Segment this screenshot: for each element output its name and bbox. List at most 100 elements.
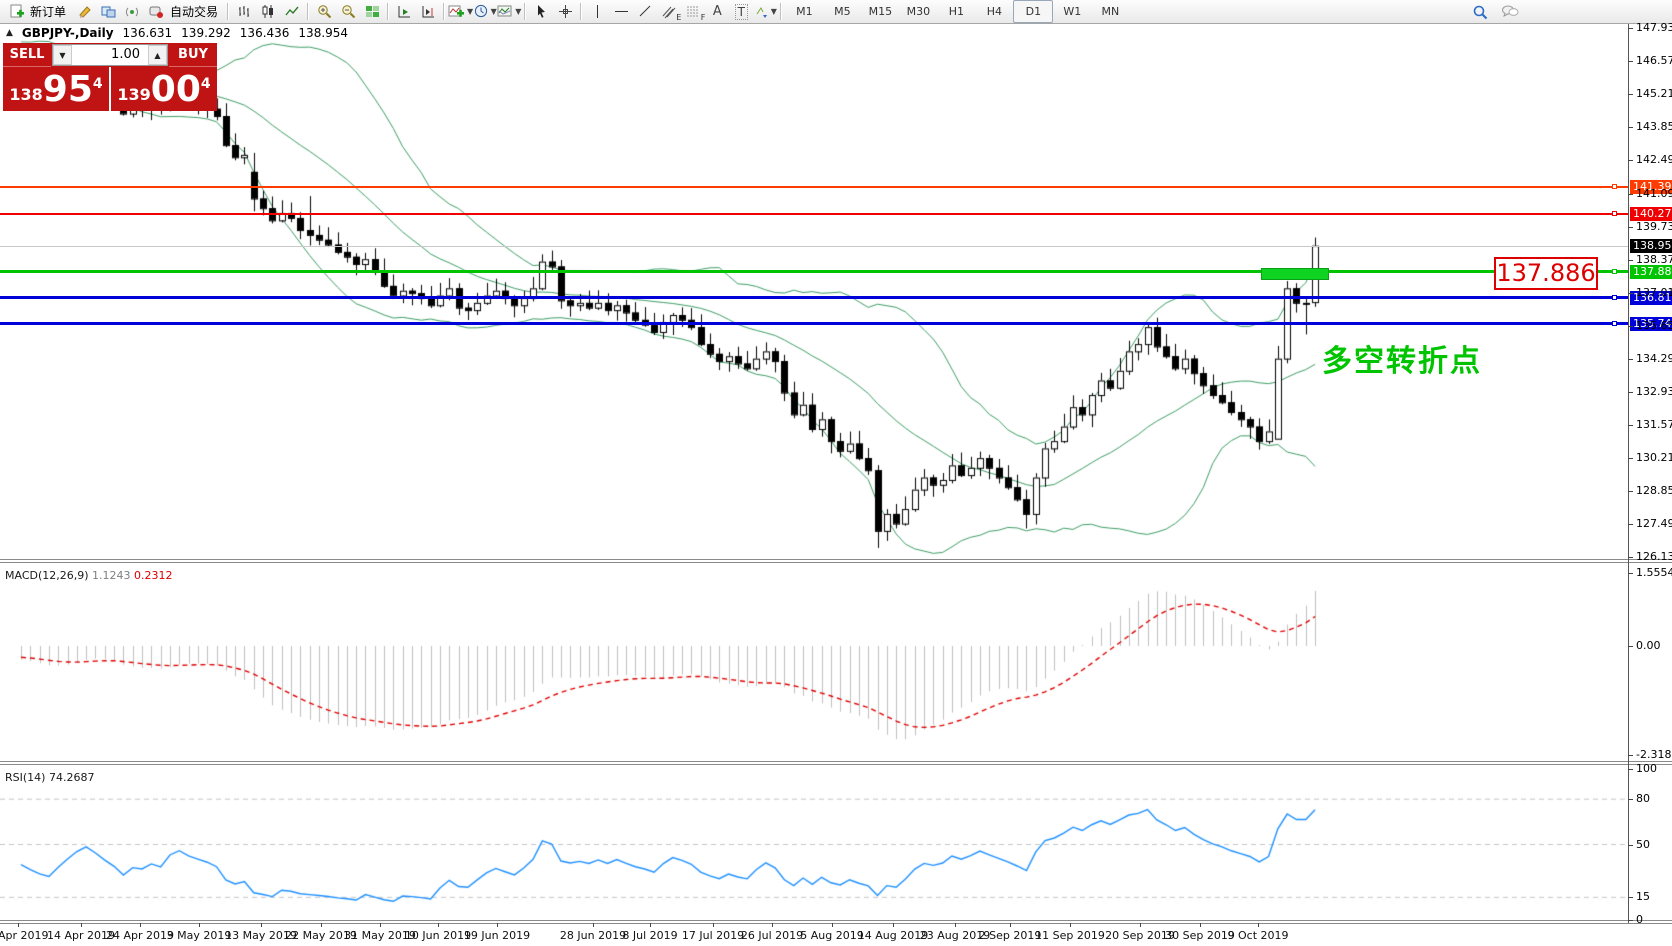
- price-tick-label: 146.570: [1636, 53, 1672, 67]
- fibonacci-icon[interactable]: F: [681, 1, 705, 22]
- chart-shift-icon[interactable]: [416, 1, 440, 22]
- search-icon[interactable]: [1468, 1, 1492, 22]
- chart-canvas[interactable]: [0, 24, 1628, 946]
- rsi-tick: [1628, 769, 1633, 770]
- autotrading-label[interactable]: 自动交易: [170, 5, 219, 19]
- toolbar-separator: [443, 3, 446, 20]
- timeframe-M15[interactable]: M15: [868, 5, 893, 18]
- date-tick: [18, 923, 19, 927]
- timeframe-H1[interactable]: H1: [948, 5, 964, 18]
- autotrading-icon[interactable]: [144, 1, 168, 22]
- line-handle[interactable]: [1612, 211, 1617, 217]
- date-tick: [81, 923, 82, 927]
- price-tick: [1628, 126, 1633, 128]
- toolbar-separator: [780, 3, 783, 20]
- toolbar-separator: [307, 3, 310, 20]
- line-handle[interactable]: [1612, 184, 1617, 190]
- price-tick-label: 142.490: [1636, 152, 1672, 166]
- sell-price[interactable]: 138 95 4: [3, 67, 111, 111]
- timeframe-M1[interactable]: M1: [796, 5, 813, 18]
- price-tick: [1628, 60, 1633, 62]
- axis-price-tag-138.954: 138.954: [1630, 238, 1672, 253]
- timeframe-M30[interactable]: M30: [906, 5, 931, 18]
- date-tick-label: 9 Oct 2019: [1227, 929, 1289, 942]
- equidistant-channel-icon[interactable]: E: [657, 1, 681, 22]
- bar-chart-icon[interactable]: [232, 1, 256, 22]
- line-handle[interactable]: [1612, 295, 1617, 301]
- sell-button[interactable]: SELL: [3, 43, 51, 67]
- buy-price[interactable]: 139 00 4: [117, 69, 211, 110]
- templates-icon[interactable]: ▼: [497, 1, 521, 22]
- volume-input[interactable]: 1.00: [111, 47, 140, 62]
- candlestick-chart-icon[interactable]: [256, 1, 280, 22]
- text-icon[interactable]: A: [712, 4, 722, 19]
- indicators-icon[interactable]: ▼: [448, 1, 473, 22]
- rsi-tick-label: 0: [1636, 913, 1643, 926]
- rsi-tick: [1628, 844, 1633, 846]
- chat-icon[interactable]: [1498, 1, 1522, 22]
- axis-price-tag-141.391: 141.391: [1630, 179, 1672, 194]
- toolbar-separator: [227, 3, 230, 20]
- timeframe-H4[interactable]: H4: [986, 5, 1002, 18]
- collapse-trade-panel-icon[interactable]: ▲: [6, 28, 13, 38]
- date-tick: [772, 923, 773, 927]
- horizontal-line-137.886[interactable]: [0, 270, 1628, 274]
- chart-header: ▲ GBPJPY-,Daily 136.631 139.292 136.436 …: [6, 26, 348, 40]
- rsi-label: RSI(14) 74.2687: [5, 771, 95, 784]
- timeframe-bar: M1 M5 M15 M30 H1 H4 D1 W1 MN: [785, 0, 1129, 23]
- line-handle[interactable]: [1612, 321, 1617, 327]
- volume-decrease-button[interactable]: ▼: [53, 45, 72, 65]
- price-axis-border: [1628, 24, 1629, 923]
- line-chart-icon[interactable]: [280, 1, 304, 22]
- date-tick: [832, 923, 833, 927]
- text-label-icon[interactable]: T: [729, 1, 753, 22]
- date-tick: [650, 923, 651, 927]
- cursor-icon[interactable]: [529, 1, 553, 22]
- arrows-icon[interactable]: ▼: [753, 1, 777, 22]
- line-handle[interactable]: [1612, 269, 1617, 275]
- panel-separator[interactable]: [0, 761, 1672, 762]
- date-tick: [380, 923, 381, 927]
- highlight-rectangle[interactable]: [1261, 267, 1329, 280]
- chart-window: 141.391 140.278 138.954 137.886 136.814 135.7…: [0, 21, 1672, 946]
- horizontal-line-141.391[interactable]: [0, 185, 1628, 188]
- price-tick-label: 143.850: [1636, 119, 1672, 133]
- horizontal-line-icon[interactable]: [609, 1, 633, 22]
- price-tick: [1628, 358, 1633, 360]
- tile-windows-icon[interactable]: [360, 1, 384, 22]
- date-tick: [1010, 923, 1011, 927]
- signal-icon[interactable]: [120, 1, 144, 22]
- date-tick-label: 14 Aug 2019: [857, 929, 929, 942]
- timeframe-W1[interactable]: W1: [1063, 5, 1082, 18]
- horizontal-line-135.742[interactable]: [0, 322, 1628, 326]
- horizontal-line-136.814[interactable]: [0, 296, 1628, 300]
- date-tick-label: 31 May 2019: [344, 929, 416, 942]
- marker-icon[interactable]: [72, 1, 96, 22]
- timeframe-M5[interactable]: M5: [834, 5, 851, 18]
- date-tick-label: 2 Sep 2019: [978, 929, 1042, 942]
- timeframe-MN[interactable]: MN: [1101, 5, 1120, 18]
- auto-scroll-icon[interactable]: [392, 1, 416, 22]
- date-tick-label: 23 Aug 2019: [919, 929, 991, 942]
- zoom-in-icon[interactable]: [312, 1, 336, 22]
- price-tick-label: 147.930: [1636, 21, 1672, 34]
- new-order-label[interactable]: 新订单: [30, 5, 67, 19]
- buy-button[interactable]: BUY: [169, 43, 217, 67]
- panel-separator[interactable]: [0, 562, 1672, 563]
- price-annotation-box[interactable]: 137.886: [1494, 257, 1598, 290]
- market-watch-icon[interactable]: [96, 1, 120, 22]
- timeframe-D1[interactable]: D1: [1013, 0, 1054, 23]
- volume-increase-button[interactable]: ▲: [148, 45, 167, 65]
- chevron-down-icon: ▼: [467, 7, 474, 16]
- trendline-icon[interactable]: [633, 1, 657, 22]
- panel-separator[interactable]: [0, 764, 1672, 765]
- crosshair-icon[interactable]: [553, 1, 577, 22]
- chinese-annotation-text[interactable]: 多空转折点: [1322, 344, 1482, 379]
- horizontal-line-140.278[interactable]: [0, 212, 1628, 215]
- panel-separator[interactable]: [0, 559, 1672, 560]
- periods-icon[interactable]: ▼: [473, 1, 497, 22]
- new-order-icon[interactable]: [4, 1, 28, 22]
- vertical-line-icon[interactable]: [585, 1, 609, 22]
- zoom-out-icon[interactable]: [336, 1, 360, 22]
- date-tick: [1140, 923, 1141, 927]
